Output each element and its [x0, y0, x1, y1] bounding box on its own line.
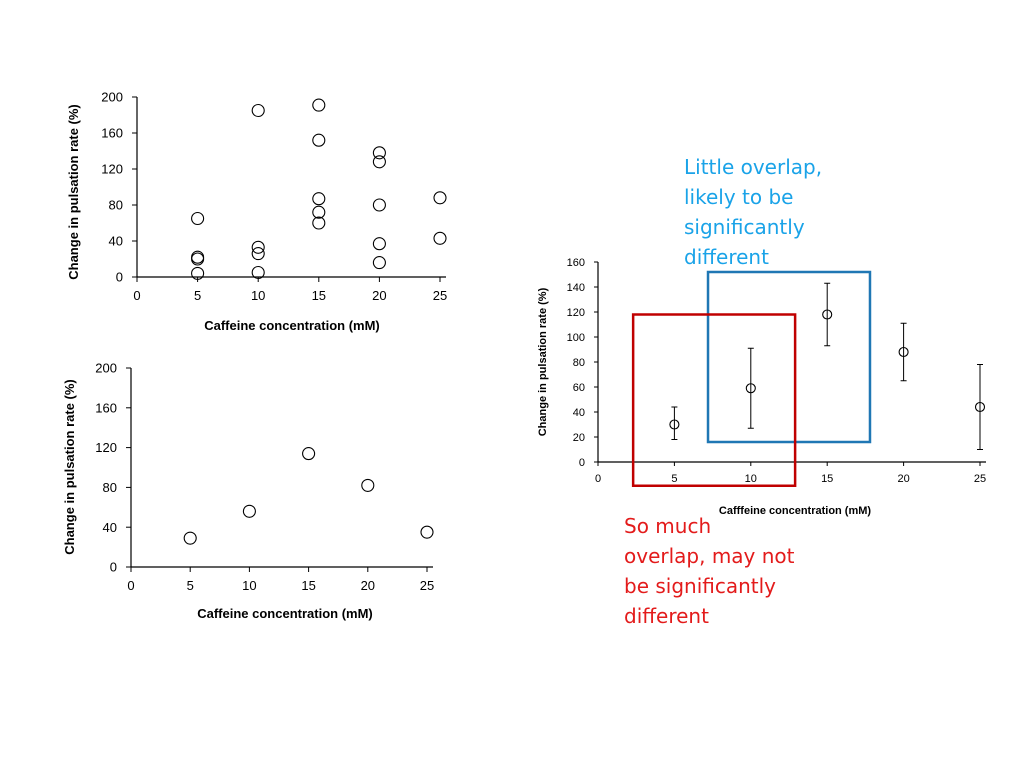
y-axis-title: Change in pulsation rate (%) — [62, 379, 77, 555]
y-tick-label: 60 — [573, 382, 585, 394]
data-point — [822, 309, 833, 320]
y-tick-label: 200 — [95, 361, 117, 376]
data-point — [974, 401, 986, 413]
data-point — [183, 531, 197, 545]
x-tick-label: 5 — [194, 288, 201, 303]
x-axis-title: Caffeine concentration (mM) — [197, 606, 373, 621]
y-tick-label: 40 — [573, 407, 585, 419]
data-point — [372, 146, 386, 160]
x-tick-label: 10 — [745, 473, 757, 485]
data-point — [669, 419, 680, 430]
data-point — [312, 192, 326, 206]
data-point — [302, 447, 316, 461]
x-tick-label: 5 — [671, 473, 677, 485]
data-point — [191, 252, 205, 266]
data-point — [372, 198, 386, 212]
so-much-overlap-annotation: So much overlap, may not be significantl… — [624, 514, 795, 628]
data-point — [312, 98, 326, 112]
data-point — [433, 191, 447, 205]
y-tick-label: 160 — [567, 257, 585, 269]
data-point — [898, 346, 909, 358]
data-point — [745, 383, 756, 394]
scatter-chart-bottom-left: 0 40 80 120 160 200 0 5 10 15 20 25 Caffeine concent… — [62, 361, 434, 621]
data-point — [361, 478, 375, 492]
x-tick-label: 15 — [301, 578, 315, 593]
error-bar-chart-right: 0 20 40 60 80 100 120 140 160 0 5 10 15 20 25 Cafffeine… — [537, 257, 986, 517]
data-point — [372, 155, 386, 169]
x-axis-title: Cafffeine concentration (mM) — [719, 505, 872, 517]
data-point — [312, 133, 326, 147]
x-tick-label: 15 — [312, 288, 326, 303]
y-tick-label: 80 — [109, 198, 123, 213]
x-tick-label: 15 — [821, 473, 833, 485]
x-tick-label: 0 — [127, 578, 134, 593]
y-tick-label: 120 — [95, 440, 117, 455]
scatter-chart-top-left: 0 40 80 120 160 200 0 5 10 15 20 25 Caffeine concent… — [66, 90, 447, 333]
y-tick-label: 100 — [567, 332, 585, 344]
y-axis-title: Change in pulsation rate (%) — [66, 104, 81, 280]
x-tick-label: 10 — [251, 288, 265, 303]
x-tick-label: 20 — [897, 473, 909, 485]
x-tick-label: 20 — [361, 578, 375, 593]
x-tick-label: 0 — [595, 473, 601, 485]
x-tick-label: 25 — [420, 578, 434, 593]
x-tick-label: 20 — [372, 288, 386, 303]
x-axis-title: Caffeine concentration (mM) — [204, 318, 380, 333]
little-overlap-annotation: Little overlap, likely to be significant… — [684, 155, 823, 269]
data-point — [312, 216, 326, 230]
x-tick-label: 0 — [133, 288, 140, 303]
y-tick-label: 200 — [101, 90, 123, 105]
little-overlap-box — [706, 270, 872, 444]
y-tick-label: 40 — [109, 234, 123, 249]
y-tick-label: 0 — [116, 270, 123, 285]
y-tick-label: 160 — [95, 400, 117, 415]
data-point — [372, 256, 386, 270]
so-much-overlap-box — [631, 313, 797, 487]
y-tick-label: 120 — [101, 162, 123, 177]
x-tick-label: 10 — [242, 578, 256, 593]
x-tick-label: 25 — [974, 473, 986, 485]
data-point — [420, 525, 434, 539]
data-point — [312, 205, 326, 219]
data-point — [191, 266, 205, 280]
y-axis-title: Change in pulsation rate (%) — [537, 287, 549, 436]
data-point — [242, 504, 256, 518]
y-tick-label: 20 — [573, 432, 585, 444]
y-tick-label: 80 — [103, 480, 117, 495]
x-tick-label: 25 — [433, 288, 447, 303]
y-tick-label: 0 — [110, 560, 117, 575]
y-tick-label: 0 — [579, 457, 585, 469]
data-point — [372, 237, 386, 251]
x-tick-label: 5 — [187, 578, 194, 593]
y-tick-label: 40 — [103, 520, 117, 535]
y-tick-label: 80 — [573, 357, 585, 369]
y-tick-label: 120 — [567, 307, 585, 319]
data-point — [433, 231, 447, 245]
data-point — [251, 265, 265, 280]
data-point — [191, 211, 205, 226]
data-point — [251, 247, 265, 261]
data-point — [251, 103, 265, 118]
y-tick-label: 160 — [101, 126, 123, 141]
data-point — [251, 240, 265, 254]
y-tick-label: 140 — [567, 282, 585, 294]
